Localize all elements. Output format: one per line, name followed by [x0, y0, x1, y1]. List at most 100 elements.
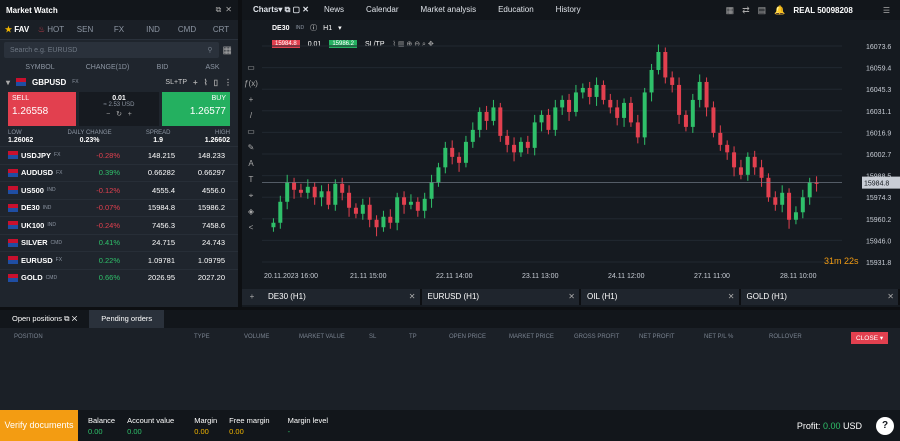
tab-hot[interactable]: ♨ HOT: [37, 25, 65, 34]
candle-body: [553, 107, 558, 130]
star-icon: ★: [4, 25, 12, 34]
y-tick-label: 16045.3: [866, 87, 891, 94]
candle-body: [395, 197, 400, 223]
collapse-icon[interactable]: ▾: [6, 77, 11, 87]
tab-open-positions[interactable]: Open positions ⧉ ✕: [12, 314, 78, 323]
candle-body: [580, 87, 585, 93]
column-header: SL: [369, 334, 377, 340]
y-tick-label: 16031.1: [866, 109, 891, 116]
drawing-toolbar[interactable]: ▭ ƒ(x) + / ▭ ✎ A T ⌖ ◈ <: [244, 63, 258, 232]
add-chart-button[interactable]: +: [242, 289, 262, 305]
tab-chart-eurusd[interactable]: EURUSD (H1) ✕: [422, 289, 581, 305]
selected-instrument[interactable]: ▾ GBPUSD FX SL+TP + ⌇ ▯ ⋮: [6, 77, 232, 87]
candle-body: [443, 147, 448, 168]
search-input[interactable]: Search e.g. EURUSD ⚲: [4, 42, 219, 58]
close-all-button[interactable]: CLOSE ▾: [851, 332, 889, 344]
tab-sen[interactable]: SEN: [76, 25, 94, 34]
watchlist-row[interactable]: UK100 IND -0.24% 7456.3 7458.6: [0, 216, 238, 234]
tab-fav[interactable]: ★ FAV: [4, 25, 30, 34]
candle-body: [408, 201, 413, 205]
watchlist-row[interactable]: US500 IND -0.12% 4555.4 4556.0: [0, 181, 238, 199]
chart-panel: Charts▾ ⧉ ▢ ✕ News Calendar Market analy…: [242, 0, 900, 307]
candle-body: [429, 182, 434, 199]
buy-button[interactable]: BUY 1.26577: [162, 92, 230, 126]
info-icon[interactable]: ⓘ: [310, 25, 318, 32]
watchlist-row[interactable]: AUDUSD FX 0.39% 0.66282 0.66297: [0, 163, 238, 182]
candle-body: [505, 135, 510, 145]
y-tick-label: 15946.0: [866, 238, 891, 245]
chart-icon[interactable]: ⌇: [203, 77, 208, 87]
candle-body: [738, 167, 743, 175]
flag-icon: [8, 203, 18, 212]
candle-body: [381, 216, 386, 228]
tab-pending-orders[interactable]: Pending orders: [89, 310, 165, 328]
chart-volume[interactable]: 0.01: [307, 40, 322, 48]
column-header: TYPE: [194, 334, 210, 340]
plus-icon[interactable]: +: [193, 77, 198, 87]
timeframe-select[interactable]: H1: [323, 24, 333, 32]
watchlist-row[interactable]: DE30 IND -0.07% 15984.8 15986.2: [0, 198, 238, 217]
watchlist-row[interactable]: USDJPY FX -0.28% 148.215 148.233: [0, 146, 238, 164]
menu-news[interactable]: News: [324, 5, 345, 14]
tab-chart-gold[interactable]: GOLD (H1) ✕: [741, 289, 900, 305]
x-tick-label: 21.11 15:00: [350, 273, 387, 280]
candle-body: [793, 212, 798, 220]
watchlist-row[interactable]: GOLD CMD 0.66% 2026.95 2027.20: [0, 268, 238, 287]
close-icon[interactable]: ✕: [225, 5, 232, 14]
candle-body: [525, 141, 530, 148]
flame-icon: ♨: [37, 25, 46, 34]
help-icon[interactable]: ?: [876, 416, 894, 435]
menu-education[interactable]: Education: [498, 5, 534, 14]
chart-sltp[interactable]: SL/TP: [365, 40, 385, 48]
hamburger-icon[interactable]: ☰: [882, 5, 890, 15]
watchlist-row[interactable]: SILVER CMD 0.41% 24.715 24.743: [0, 233, 238, 252]
y-tick-label: 16073.6: [866, 44, 891, 51]
chart-buy-button[interactable]: 15986.2: [329, 40, 358, 48]
category-tabs: ★ FAV ♨ HOT SEN FX IND CMD CRT: [0, 20, 238, 40]
grid-view-icon[interactable]: ▦: [222, 44, 232, 56]
sltp-toggle[interactable]: SL+TP: [165, 78, 188, 86]
tab-cmd[interactable]: CMD: [177, 25, 197, 34]
candle-body: [305, 186, 310, 193]
chart-tools-icons[interactable]: ⌇ ▥ ⊕ ⊖ ⌕ ✥: [392, 40, 434, 48]
tab-chart-de30[interactable]: DE30 (H1) ✕: [262, 289, 422, 305]
candle-body: [622, 102, 627, 118]
chart-sell-button[interactable]: 15984.8: [272, 40, 300, 48]
menu-calendar[interactable]: Calendar: [366, 5, 399, 14]
sell-button[interactable]: SELL 1.26558: [8, 92, 76, 126]
candle-body: [711, 107, 716, 133]
x-tick-label: 28.11 10:00: [780, 273, 817, 280]
trash-icon[interactable]: ▯: [213, 77, 218, 87]
candle-body: [718, 132, 723, 145]
charts-menu[interactable]: Charts▾ ⧉ ▢ ✕: [253, 5, 310, 14]
y-tick-label: 15960.2: [866, 217, 891, 224]
flag-icon: [16, 78, 27, 86]
header-icons[interactable]: ▦⇄▤🔔: [725, 4, 794, 15]
tab-crt[interactable]: CRT: [212, 25, 230, 34]
menu-history[interactable]: History: [555, 5, 581, 14]
column-header: POSITION: [14, 334, 43, 340]
flag-icon: [8, 186, 18, 195]
account-id[interactable]: REAL 50098208: [793, 5, 853, 15]
watchlist-row[interactable]: EURUSD FX 0.22% 1.09781 1.09795: [0, 251, 238, 269]
candle-body: [567, 99, 572, 112]
x-tick-label: 23.11 13:00: [522, 273, 559, 280]
volume-stepper[interactable]: 0.01 ≈ 2.53 USD − ↻ +: [79, 92, 159, 126]
tab-fx[interactable]: FX: [113, 25, 125, 34]
menu-market-analysis[interactable]: Market analysis: [420, 5, 477, 14]
candle-body: [457, 156, 462, 163]
settings-icon[interactable]: ⋮: [224, 77, 232, 87]
chart-symbol[interactable]: DE30: [272, 24, 290, 32]
tab-ind[interactable]: IND: [146, 25, 160, 34]
tab-chart-oil[interactable]: OIL (H1) ✕: [581, 289, 741, 305]
verify-documents-button[interactable]: Verify documents: [0, 410, 78, 441]
candle-body: [512, 144, 517, 153]
popout-icon[interactable]: ⧉: [215, 5, 222, 14]
y-tick-label: 16016.9: [866, 130, 891, 137]
column-header: GROSS PROFIT: [574, 334, 620, 340]
candle-body: [360, 204, 365, 214]
candlestick-chart[interactable]: 16073.6 16059.4 16045.3 16031.1 16016.9 16002…: [262, 36, 900, 288]
candle-body: [773, 197, 778, 205]
column-headers: SYMBOL CHANGE(1D) BID ASK: [25, 63, 220, 71]
candle-body: [601, 84, 606, 100]
